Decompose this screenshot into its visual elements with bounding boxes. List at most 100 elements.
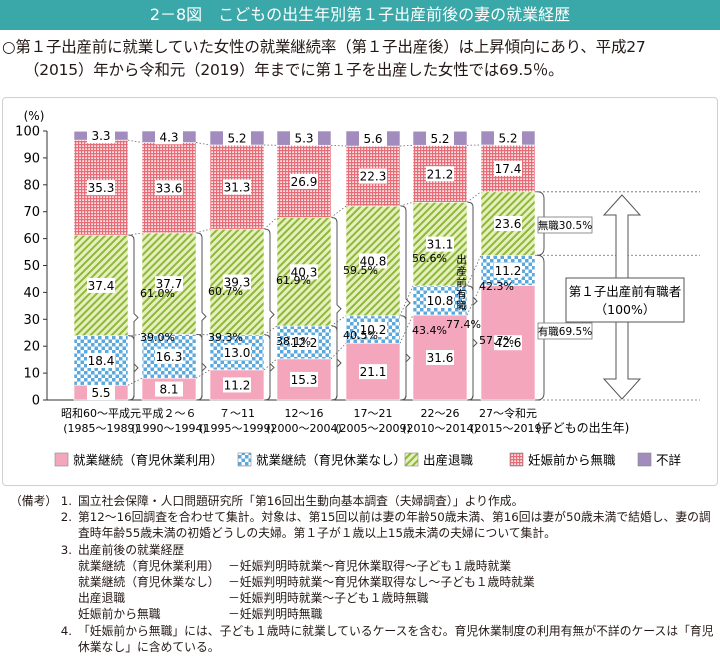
legend: 就業継続（育児休業利用） 就業継続（育児休業なし） 出産退職 妊娠前から無職 不詳	[54, 452, 681, 468]
data-label-bg	[494, 130, 522, 146]
data-label-bg	[87, 277, 115, 293]
connector-line	[399, 144, 414, 147]
data-label: 15.3	[291, 373, 318, 387]
employed-total-label-2: （100%）	[595, 302, 656, 317]
y-tick-label: 100	[15, 125, 40, 140]
chart-frame	[2, 97, 718, 486]
x-tick-label-years: (1995～1999)	[199, 422, 275, 435]
data-label-bg	[290, 371, 318, 387]
data-label-bg	[290, 334, 318, 350]
employed-before-rate: 56.6%	[412, 252, 447, 265]
quit-share-label: 無職30.5%	[538, 219, 592, 232]
data-label: 8.1	[159, 383, 178, 397]
connector-line	[263, 217, 278, 230]
x-tick-label-years: (2000～2004)	[266, 422, 342, 435]
data-label: 4.3	[159, 130, 178, 144]
continuation-bracket	[331, 325, 342, 401]
employed-before-rate: 42.3%	[479, 280, 514, 293]
data-label: 5.2	[227, 131, 246, 145]
data-label: 10.2	[360, 323, 387, 337]
employed-total-label-1: 第１子出産前有職者	[569, 284, 682, 299]
connector-line	[195, 228, 211, 234]
definition-row: 出産退職 －妊娠判明時就業～子ども１歳時無職	[78, 591, 429, 606]
data-label: 21.1	[360, 365, 387, 379]
employed-before-rate: 61.0%	[140, 287, 175, 300]
data-label-bg	[223, 179, 251, 195]
x-tick-label-years: (2015～2019)	[470, 422, 546, 435]
legend-label: 出産退職	[423, 453, 474, 468]
annotation-layer: 61.0% 60.7% 61.9% 59.5% 56.6% 42.3% 39.0% 39.3%…	[127, 139, 700, 401]
data-label-bg	[155, 129, 183, 145]
data-label: 18.4	[88, 354, 115, 368]
continuation-rate: 40.5%	[343, 329, 378, 342]
connector-line	[127, 377, 143, 386]
connector-line	[127, 333, 143, 337]
data-label-bg	[494, 335, 522, 351]
legend-swatch	[404, 452, 419, 467]
data-label-bg	[426, 236, 454, 252]
quit-share-box	[537, 216, 593, 234]
data-label-bg	[223, 377, 251, 393]
connector-line	[466, 191, 482, 203]
x-tick-label: 22～26	[421, 407, 460, 420]
data-label: 5.6	[363, 132, 382, 146]
data-label-bg	[290, 173, 318, 189]
continuation-bracket	[467, 285, 478, 401]
note-4: 4. 「妊娠前から無職」には、子ども１歳時に就業しているケースを含む。育児休業制…	[60, 623, 714, 654]
y-tick-label: 10	[23, 367, 40, 382]
data-label: 5.3	[294, 132, 313, 146]
data-label: 5.5	[91, 386, 110, 400]
connector-line	[195, 142, 211, 146]
legend-swatch	[637, 452, 652, 467]
data-label: 5.2	[498, 131, 517, 145]
y-tick-label: 70	[23, 205, 40, 220]
data-label-bg	[359, 364, 387, 380]
data-label-bg	[426, 292, 454, 308]
x-tick-label: 平成２～６	[142, 407, 197, 420]
connector-line	[399, 314, 414, 344]
data-label-bg	[290, 130, 318, 146]
connector-line	[330, 205, 347, 218]
legend-swatch	[237, 452, 252, 467]
definition-row: 妊娠前から無職 －妊娠判明時無職	[78, 607, 323, 622]
x-axis-label: (子どもの出生年)	[536, 421, 629, 435]
data-label: 11.2	[495, 264, 522, 278]
connector-line	[399, 201, 414, 207]
data-label: 26.9	[291, 175, 318, 189]
y-tick-label: 60	[23, 232, 40, 247]
data-label-bg	[87, 128, 115, 144]
x-tick-label: 昭和60～平成元	[61, 407, 141, 420]
data-label: 22.3	[360, 170, 387, 184]
data-label: 35.3	[88, 181, 115, 195]
legend-label: 就業継続（育児休業利用）	[73, 453, 223, 468]
employed-share-label: 有職69.5%	[538, 325, 592, 338]
data-label: 21.2	[427, 167, 454, 181]
data-label-bg	[223, 130, 251, 146]
data-label-bg	[426, 349, 454, 365]
legend-label: 不詳	[656, 453, 681, 468]
x-tick-label-years: (1985～1989)	[63, 422, 139, 435]
continuation-bracket	[128, 335, 139, 401]
data-label-bg	[87, 180, 115, 196]
data-label: 40.8	[360, 254, 387, 268]
data-label: 37.7	[156, 277, 183, 291]
figure-title: 2－8図 こどもの出生年別第１子出産前後の妻の就業経歴	[0, 0, 720, 30]
y-tick-label: 50	[23, 259, 40, 274]
data-label-bg	[359, 322, 387, 338]
data-label: 31.3	[224, 181, 251, 195]
data-label: 13.0	[224, 346, 251, 360]
employed-before-rate: 59.5%	[343, 264, 378, 277]
legend-swatch	[54, 452, 69, 467]
data-label: 33.6	[156, 181, 183, 195]
data-label-bg	[359, 253, 387, 269]
data-label-bg	[290, 264, 318, 280]
connector-line	[466, 255, 482, 287]
continuation-rate: 39.0%	[140, 331, 175, 344]
definition-row: 就業継続（育児休業利用） －妊娠判明時就業～育児休業取得～子ども１歳時就業	[78, 558, 512, 573]
data-label: 12.2	[291, 336, 318, 350]
note-3: 3. 出産前後の就業経歴	[60, 542, 185, 557]
x-tick-label-years: (2005～2009)	[335, 422, 411, 435]
data-label: 11.2	[224, 378, 251, 392]
note-1: （備考） 1. 国立社会保障・人口問題研究所「第16回出生動向基本調査（夫婦調査…	[10, 494, 524, 508]
bar-layer: 5.5 8.1 11.2 15.3 21.1 31.6 42.6 18.4 16.3 13.0 12…	[73, 128, 536, 401]
